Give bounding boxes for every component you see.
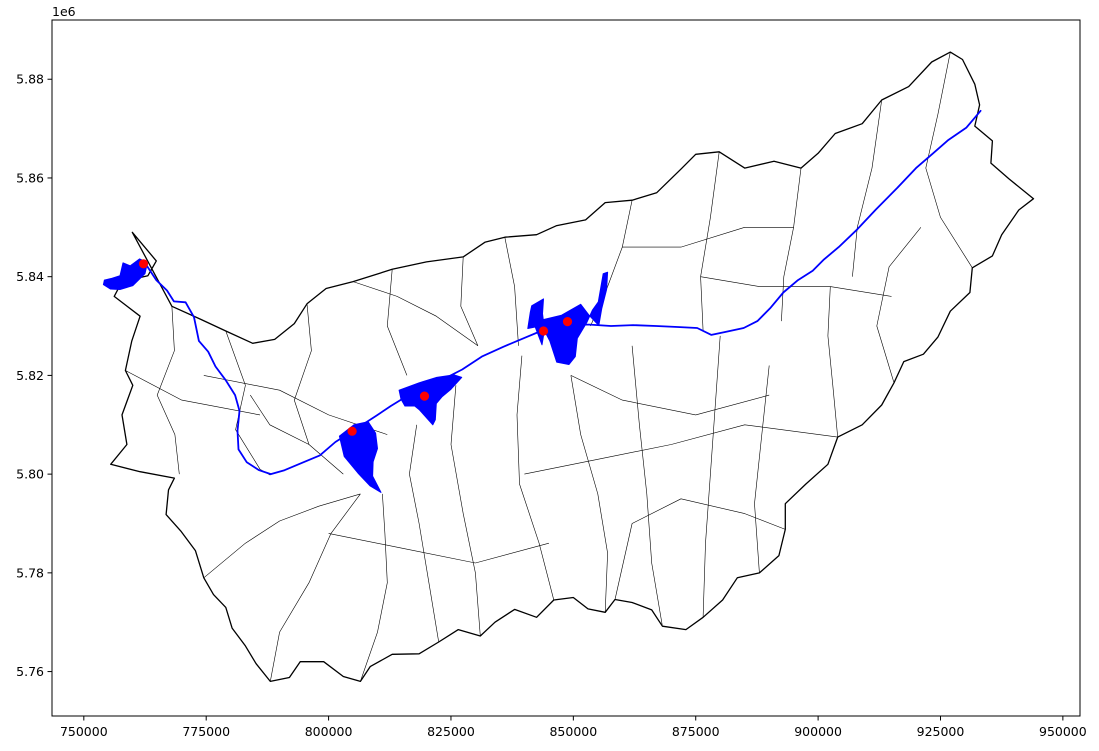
district-boundary-22 [876, 227, 922, 383]
district-boundary-18 [754, 365, 770, 573]
x-tick-label: 950000 [1039, 724, 1087, 739]
lake-1 [102, 258, 148, 290]
x-tick-label: 925000 [917, 724, 965, 739]
plot-area [102, 51, 1035, 683]
district-boundary-28 [570, 375, 770, 416]
axes-frame [51, 19, 1081, 717]
y-tick-label: 5.80 [16, 467, 44, 482]
district-boundary-21 [852, 99, 882, 277]
district-boundary-12 [516, 355, 555, 601]
district-boundary-6 [360, 493, 388, 682]
district-boundary-26 [328, 533, 549, 564]
y-tick-label: 5.76 [16, 664, 44, 679]
district-boundary-23 [925, 52, 973, 268]
district-boundary-32 [353, 281, 479, 347]
district-boundary-17 [700, 151, 720, 332]
district-boundary-27 [524, 424, 838, 475]
region-outline [110, 51, 1035, 683]
lake-2 [338, 421, 382, 493]
district-boundary-4 [203, 493, 361, 579]
district-boundary-8 [409, 424, 439, 643]
district-boundary-5 [270, 493, 361, 682]
y-axis: 5.76 5.78 5.80 5.82 5.84 5.86 5.88 [16, 72, 52, 679]
points-layer [138, 259, 573, 436]
district-boundary-15 [631, 345, 663, 627]
y-tick-label: 5.78 [16, 565, 44, 580]
station-point-5 [562, 317, 573, 327]
district-boundary-33 [614, 498, 786, 600]
x-tick-label: 850000 [549, 724, 597, 739]
district-boundary-16 [702, 335, 721, 618]
district-boundary-31 [250, 394, 310, 445]
district-boundary-11 [504, 237, 519, 346]
district-boundary-10 [450, 385, 481, 637]
x-tick-label: 875000 [672, 724, 720, 739]
station-point-1 [138, 259, 149, 269]
lake-5 [538, 271, 609, 365]
station-point-4 [538, 326, 549, 336]
y-tick-label: 5.88 [16, 72, 44, 87]
district-boundary-29 [622, 227, 794, 248]
y-tick-label: 5.86 [16, 170, 44, 185]
y-tick-label: 5.82 [16, 368, 44, 383]
x-tick-label: 775000 [182, 724, 230, 739]
x-axis: 750000 775000 800000 825000 850000 875000 9000… [60, 716, 1087, 739]
district-boundary-1 [156, 306, 180, 475]
river-line [145, 109, 982, 475]
x-tick-label: 825000 [427, 724, 475, 739]
district-boundary-30 [700, 276, 892, 297]
district-boundary-20 [827, 286, 838, 438]
station-point-3 [419, 391, 430, 401]
lake-3 [398, 374, 463, 426]
y-offset-label: 1e6 [52, 4, 76, 19]
y-tick-label: 5.84 [16, 269, 44, 284]
x-tick-label: 750000 [60, 724, 108, 739]
x-tick-label: 900000 [794, 724, 842, 739]
district-boundary-19 [781, 168, 802, 322]
district-boundary-13 [570, 375, 608, 613]
station-point-2 [347, 426, 357, 436]
district-boundary-7 [387, 269, 408, 376]
x-tick-label: 800000 [305, 724, 353, 739]
district-boundary-25 [125, 370, 261, 416]
district-boundary-9 [460, 256, 479, 346]
